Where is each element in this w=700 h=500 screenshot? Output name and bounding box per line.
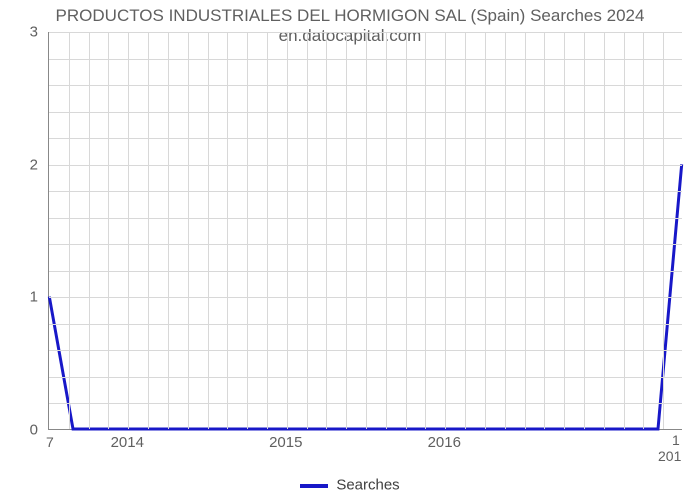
- grid-v: [544, 32, 545, 429]
- x-corner-left-label: 7: [46, 434, 54, 450]
- grid-v: [346, 32, 347, 429]
- grid-v: [406, 32, 407, 429]
- grid-v: [485, 32, 486, 429]
- plot-area: [48, 32, 682, 430]
- grid-v: [643, 32, 644, 429]
- grid-v: [366, 32, 367, 429]
- grid-v: [267, 32, 268, 429]
- x-tick-label: 2015: [269, 434, 302, 451]
- grid-v: [108, 32, 109, 429]
- y-tick-label: 0: [0, 422, 38, 439]
- grid-v: [525, 32, 526, 429]
- grid-v: [425, 32, 426, 429]
- y-tick-label: 3: [0, 24, 38, 41]
- grid-v: [445, 32, 446, 429]
- x-corner-right-top-label: 1: [672, 432, 680, 448]
- grid-v: [188, 32, 189, 429]
- grid-v: [624, 32, 625, 429]
- grid-v: [505, 32, 506, 429]
- grid-v: [89, 32, 90, 429]
- grid-v: [584, 32, 585, 429]
- x-corner-right-bottom-label: 201: [658, 448, 681, 464]
- grid-v: [287, 32, 288, 429]
- grid-v: [326, 32, 327, 429]
- grid-v: [69, 32, 70, 429]
- x-tick-label: 2014: [111, 434, 144, 451]
- grid-v: [564, 32, 565, 429]
- y-tick-label: 2: [0, 156, 38, 173]
- grid-v: [307, 32, 308, 429]
- grid-v: [663, 32, 664, 429]
- x-tick-label: 2016: [428, 434, 461, 451]
- grid-v: [386, 32, 387, 429]
- grid-v: [168, 32, 169, 429]
- legend-swatch: [300, 484, 328, 488]
- chart-container: PRODUCTOS INDUSTRIALES DEL HORMIGON SAL …: [0, 0, 700, 500]
- grid-v: [128, 32, 129, 429]
- legend-label: Searches: [336, 477, 399, 494]
- legend: Searches: [0, 476, 700, 494]
- grid-v: [604, 32, 605, 429]
- grid-v: [148, 32, 149, 429]
- grid-v: [247, 32, 248, 429]
- grid-v: [465, 32, 466, 429]
- y-tick-label: 1: [0, 289, 38, 306]
- grid-v: [227, 32, 228, 429]
- grid-v: [208, 32, 209, 429]
